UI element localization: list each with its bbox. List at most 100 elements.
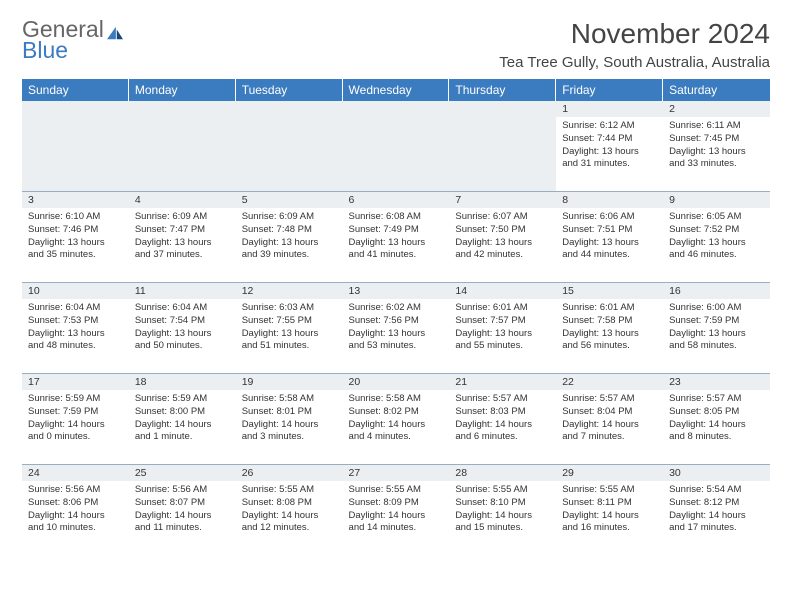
day-number-cell: 27 bbox=[343, 464, 450, 481]
sunset-text: Sunset: 8:02 PM bbox=[349, 406, 444, 419]
day-header: Monday bbox=[129, 79, 236, 101]
sunset-text: Sunset: 7:51 PM bbox=[562, 224, 657, 237]
day-number-row: 3456789 bbox=[22, 191, 770, 208]
day-number-cell bbox=[236, 101, 343, 117]
day-info-cell: Sunrise: 6:09 AMSunset: 7:47 PMDaylight:… bbox=[129, 208, 236, 282]
sunrise-text: Sunrise: 6:04 AM bbox=[135, 302, 230, 315]
sunset-text: Sunset: 7:46 PM bbox=[28, 224, 123, 237]
sunset-text: Sunset: 7:47 PM bbox=[135, 224, 230, 237]
daylight-text: Daylight: 14 hours and 8 minutes. bbox=[669, 419, 764, 445]
sunrise-text: Sunrise: 6:06 AM bbox=[562, 211, 657, 224]
day-number-cell: 21 bbox=[449, 373, 556, 390]
sunset-text: Sunset: 8:06 PM bbox=[28, 497, 123, 510]
sunset-text: Sunset: 8:08 PM bbox=[242, 497, 337, 510]
sunrise-text: Sunrise: 6:04 AM bbox=[28, 302, 123, 315]
day-info-cell bbox=[449, 117, 556, 191]
sunset-text: Sunset: 7:54 PM bbox=[135, 315, 230, 328]
day-info-cell: Sunrise: 6:12 AMSunset: 7:44 PMDaylight:… bbox=[556, 117, 663, 191]
daylight-text: Daylight: 14 hours and 6 minutes. bbox=[455, 419, 550, 445]
day-number-cell bbox=[449, 101, 556, 117]
sunrise-text: Sunrise: 6:01 AM bbox=[455, 302, 550, 315]
day-number-cell: 9 bbox=[663, 191, 770, 208]
sunset-text: Sunset: 8:12 PM bbox=[669, 497, 764, 510]
day-number-cell: 22 bbox=[556, 373, 663, 390]
sunset-text: Sunset: 8:05 PM bbox=[669, 406, 764, 419]
day-number-cell: 3 bbox=[22, 191, 129, 208]
day-info-cell: Sunrise: 5:54 AMSunset: 8:12 PMDaylight:… bbox=[663, 481, 770, 555]
sunset-text: Sunset: 7:49 PM bbox=[349, 224, 444, 237]
calendar-table: SundayMondayTuesdayWednesdayThursdayFrid… bbox=[22, 79, 770, 555]
day-header: Thursday bbox=[449, 79, 556, 101]
daylight-text: Daylight: 14 hours and 3 minutes. bbox=[242, 419, 337, 445]
daylight-text: Daylight: 13 hours and 39 minutes. bbox=[242, 237, 337, 263]
day-info-cell: Sunrise: 6:06 AMSunset: 7:51 PMDaylight:… bbox=[556, 208, 663, 282]
daylight-text: Daylight: 13 hours and 48 minutes. bbox=[28, 328, 123, 354]
daylight-text: Daylight: 13 hours and 35 minutes. bbox=[28, 237, 123, 263]
sunset-text: Sunset: 7:50 PM bbox=[455, 224, 550, 237]
day-info-cell: Sunrise: 5:56 AMSunset: 8:07 PMDaylight:… bbox=[129, 481, 236, 555]
day-info-cell: Sunrise: 5:55 AMSunset: 8:10 PMDaylight:… bbox=[449, 481, 556, 555]
day-number-cell: 16 bbox=[663, 282, 770, 299]
day-info-cell bbox=[129, 117, 236, 191]
sunrise-text: Sunrise: 5:56 AM bbox=[28, 484, 123, 497]
daylight-text: Daylight: 14 hours and 17 minutes. bbox=[669, 510, 764, 536]
day-number-cell: 24 bbox=[22, 464, 129, 481]
day-number-cell: 14 bbox=[449, 282, 556, 299]
daylight-text: Daylight: 13 hours and 31 minutes. bbox=[562, 146, 657, 172]
daylight-text: Daylight: 14 hours and 14 minutes. bbox=[349, 510, 444, 536]
sunrise-text: Sunrise: 6:12 AM bbox=[562, 120, 657, 133]
day-number-cell: 19 bbox=[236, 373, 343, 390]
daylight-text: Daylight: 14 hours and 10 minutes. bbox=[28, 510, 123, 536]
sunset-text: Sunset: 7:59 PM bbox=[669, 315, 764, 328]
day-info-cell: Sunrise: 6:08 AMSunset: 7:49 PMDaylight:… bbox=[343, 208, 450, 282]
day-info-cell: Sunrise: 5:59 AMSunset: 7:59 PMDaylight:… bbox=[22, 390, 129, 464]
sunrise-text: Sunrise: 5:55 AM bbox=[455, 484, 550, 497]
day-info-cell: Sunrise: 5:55 AMSunset: 8:11 PMDaylight:… bbox=[556, 481, 663, 555]
day-info-cell: Sunrise: 5:57 AMSunset: 8:03 PMDaylight:… bbox=[449, 390, 556, 464]
sunrise-text: Sunrise: 6:08 AM bbox=[349, 211, 444, 224]
sunset-text: Sunset: 7:57 PM bbox=[455, 315, 550, 328]
sunset-text: Sunset: 8:10 PM bbox=[455, 497, 550, 510]
day-number-cell bbox=[129, 101, 236, 117]
day-header: Tuesday bbox=[236, 79, 343, 101]
day-info-cell: Sunrise: 6:05 AMSunset: 7:52 PMDaylight:… bbox=[663, 208, 770, 282]
day-info-row: Sunrise: 6:10 AMSunset: 7:46 PMDaylight:… bbox=[22, 208, 770, 282]
daylight-text: Daylight: 14 hours and 4 minutes. bbox=[349, 419, 444, 445]
sunrise-text: Sunrise: 6:02 AM bbox=[349, 302, 444, 315]
sunset-text: Sunset: 8:03 PM bbox=[455, 406, 550, 419]
sunrise-text: Sunrise: 6:11 AM bbox=[669, 120, 764, 133]
sunrise-text: Sunrise: 6:03 AM bbox=[242, 302, 337, 315]
daylight-text: Daylight: 13 hours and 55 minutes. bbox=[455, 328, 550, 354]
brand-part2: Blue bbox=[22, 39, 125, 62]
sunset-text: Sunset: 7:55 PM bbox=[242, 315, 337, 328]
sunset-text: Sunset: 7:56 PM bbox=[349, 315, 444, 328]
day-number-cell: 25 bbox=[129, 464, 236, 481]
daylight-text: Daylight: 13 hours and 46 minutes. bbox=[669, 237, 764, 263]
day-header: Sunday bbox=[22, 79, 129, 101]
sunset-text: Sunset: 8:11 PM bbox=[562, 497, 657, 510]
day-number-cell: 2 bbox=[663, 101, 770, 117]
day-number-cell bbox=[22, 101, 129, 117]
day-info-cell: Sunrise: 5:57 AMSunset: 8:05 PMDaylight:… bbox=[663, 390, 770, 464]
day-info-row: Sunrise: 5:59 AM Sunset: 7:59 PM Daylight:… bbox=[22, 390, 770, 464]
sunrise-text: Sunrise: 6:00 AM bbox=[669, 302, 764, 315]
day-info-row: Sunrise: 6:12 AMSunset: 7:44 PMDaylight:… bbox=[22, 117, 770, 191]
day-number-cell: 13 bbox=[343, 282, 450, 299]
day-info-cell: Sunrise: 5:58 AMSunset: 8:02 PMDaylight:… bbox=[343, 390, 450, 464]
sunrise-text: Sunrise: 6:05 AM bbox=[669, 211, 764, 224]
day-number-row: 24252627282930 bbox=[22, 464, 770, 481]
sunset-text: Sunset: 7:59 PM bbox=[28, 406, 123, 419]
title-block: November 2024 Tea Tree Gully, South Aust… bbox=[499, 18, 770, 71]
day-number-cell: 5 bbox=[236, 191, 343, 208]
sunrise-text: Sunrise: 6:01 AM bbox=[562, 302, 657, 315]
sunset-text: Sunset: 7:44 PM bbox=[562, 133, 657, 146]
sunrise-text: Sunrise: 6:09 AM bbox=[242, 211, 337, 224]
sunrise-text: Sunrise: 5:59 AM bbox=[135, 393, 230, 406]
day-number-cell: 10 bbox=[22, 282, 129, 299]
day-number-cell: 29 bbox=[556, 464, 663, 481]
day-number-cell: 7 bbox=[449, 191, 556, 208]
daylight-text: Daylight: 13 hours and 50 minutes. bbox=[135, 328, 230, 354]
sunrise-text: Sunrise: 5:55 AM bbox=[349, 484, 444, 497]
day-number-cell: 17 bbox=[22, 373, 129, 390]
daylight-text: Daylight: 13 hours and 51 minutes. bbox=[242, 328, 337, 354]
